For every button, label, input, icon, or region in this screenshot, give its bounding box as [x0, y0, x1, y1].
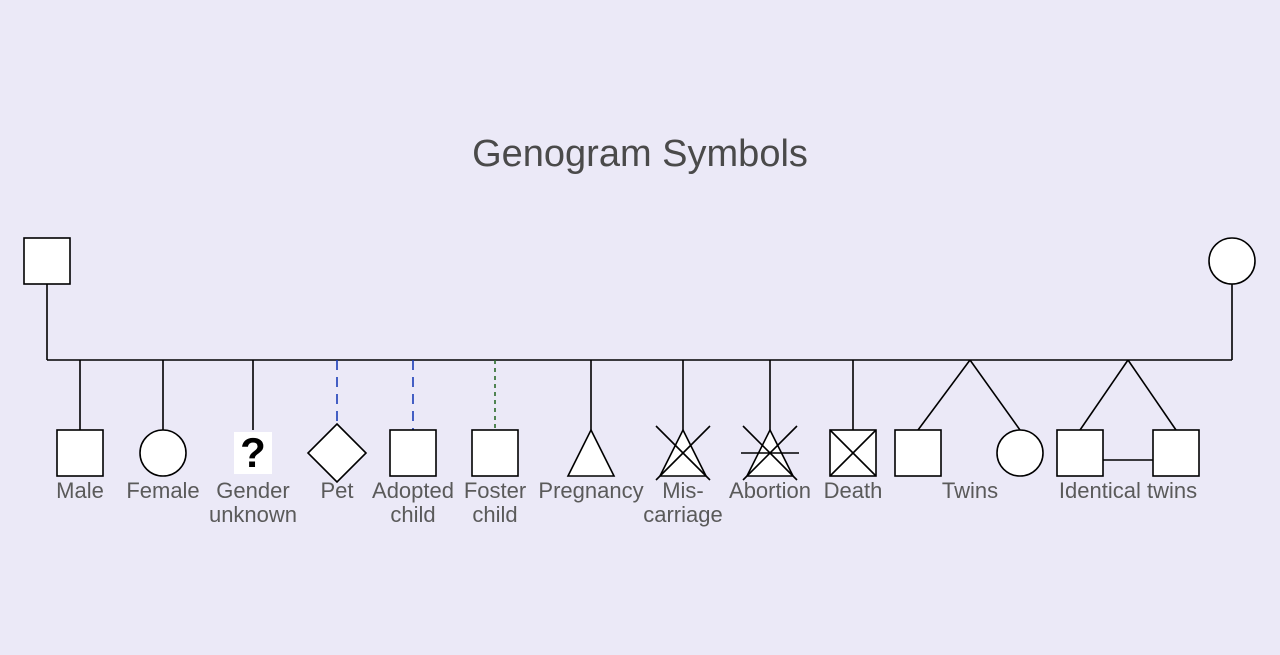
diagram-title: Genogram Symbols	[472, 133, 808, 175]
square-symbol	[57, 430, 103, 476]
symbol-label: carriage	[643, 502, 722, 527]
square-symbol	[1153, 430, 1199, 476]
symbol-label: Death	[824, 478, 883, 503]
circle-symbol	[997, 430, 1043, 476]
symbol-label: Pet	[320, 478, 353, 503]
symbol-label: Abortion	[729, 478, 811, 503]
symbol-label: Mis-	[662, 478, 704, 503]
circle-symbol	[140, 430, 186, 476]
symbol-label: Male	[56, 478, 104, 503]
symbol-label: child	[472, 502, 517, 527]
symbol-label: Pregnancy	[538, 478, 643, 503]
symbol-label: Foster	[464, 478, 526, 503]
square-symbol	[1057, 430, 1103, 476]
question-mark: ?	[240, 429, 266, 476]
symbol-label: Adopted	[372, 478, 454, 503]
square-symbol	[895, 430, 941, 476]
parent-male-symbol	[24, 238, 70, 284]
symbol-label: unknown	[209, 502, 297, 527]
background	[0, 0, 1280, 655]
parent-female-symbol	[1209, 238, 1255, 284]
symbol-label: Female	[126, 478, 199, 503]
square-symbol	[390, 430, 436, 476]
square-symbol	[472, 430, 518, 476]
symbol-label: Identical twins	[1059, 478, 1197, 503]
symbol-label: Gender	[216, 478, 289, 503]
symbol-label: child	[390, 502, 435, 527]
symbol-label: Twins	[942, 478, 998, 503]
